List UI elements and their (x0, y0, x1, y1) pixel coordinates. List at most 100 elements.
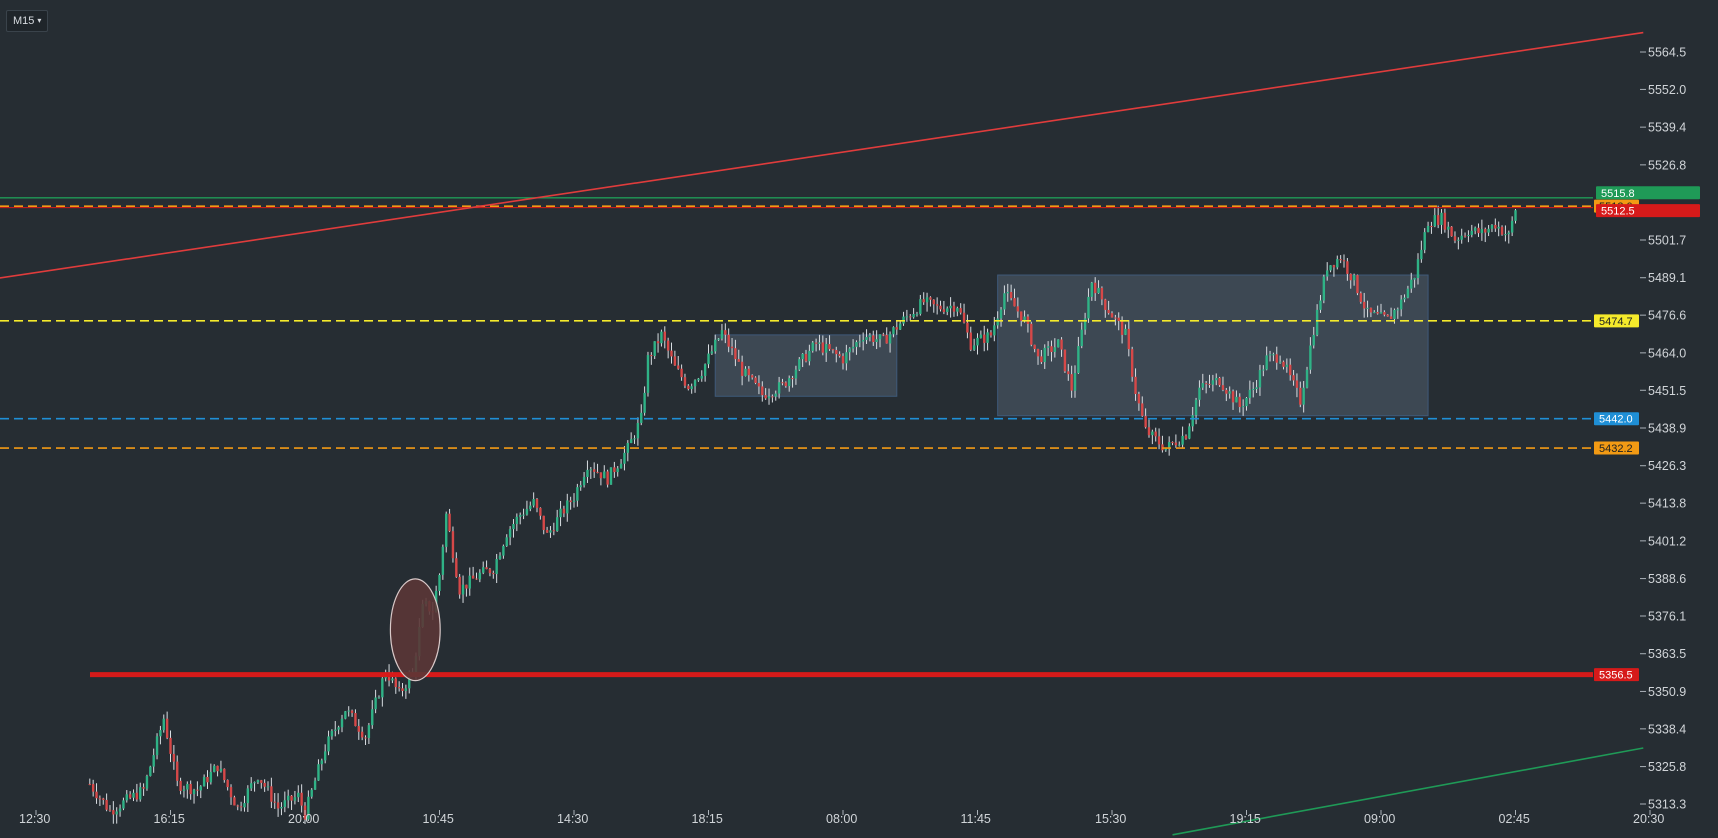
candle (861, 332, 865, 351)
candle (381, 672, 384, 707)
candle (186, 781, 189, 799)
candle (344, 710, 347, 720)
levels-layer (0, 197, 1593, 678)
candle (828, 335, 831, 351)
candle-body (1440, 212, 1443, 225)
candle (566, 493, 569, 522)
candle (959, 303, 962, 315)
candle (478, 569, 482, 583)
candle (1309, 337, 1312, 374)
candle (1215, 373, 1218, 386)
candle-body (1295, 380, 1299, 388)
candle (360, 726, 364, 741)
candle (898, 320, 902, 331)
candle-body (656, 341, 660, 344)
candle (643, 386, 646, 416)
candle-body (905, 316, 909, 318)
candle-body (159, 730, 162, 737)
candle-body (942, 309, 946, 312)
candle-body (1443, 212, 1447, 230)
candle (1144, 408, 1147, 429)
candle (512, 519, 515, 538)
x-tick-label: 11:45 (961, 812, 991, 826)
candle (1036, 348, 1040, 365)
candle-body (794, 369, 798, 379)
candle (1097, 280, 1100, 294)
candle (1463, 232, 1467, 238)
candle (108, 805, 112, 812)
candle (1292, 369, 1295, 386)
candle (1248, 380, 1252, 404)
candle-body (1067, 371, 1070, 375)
candle (330, 729, 334, 740)
candle (1204, 381, 1208, 394)
candle (626, 440, 629, 462)
timeframe-button[interactable]: M15 ▾ (6, 10, 49, 32)
y-tick-label: 5413.8 (1648, 497, 1686, 511)
candle (192, 788, 196, 804)
candle (1346, 257, 1349, 281)
candle-body (1403, 297, 1406, 300)
candle-body (95, 791, 98, 799)
candle (179, 777, 182, 795)
candle-body (1366, 307, 1369, 309)
candle (1080, 322, 1083, 349)
candle (223, 768, 226, 783)
candle (1104, 298, 1107, 318)
candle-body (814, 342, 818, 344)
candle (1151, 429, 1154, 445)
candle-body (125, 794, 128, 801)
candle-body (381, 678, 384, 698)
candle (256, 779, 260, 785)
candle (1299, 381, 1302, 408)
y-tick-label: 5313.3 (1648, 798, 1686, 812)
candle (633, 435, 636, 444)
candle (1480, 219, 1484, 241)
candle-body (350, 710, 354, 714)
candle-body (1023, 316, 1026, 321)
candle-body (962, 312, 966, 323)
candle (804, 349, 808, 363)
candle (371, 700, 374, 729)
candle-body (640, 412, 643, 423)
candle (1137, 391, 1141, 411)
candle (529, 501, 532, 512)
candle (767, 388, 771, 405)
candle-body (1326, 270, 1329, 277)
candle (465, 584, 468, 597)
candle-body (142, 787, 145, 789)
candle-body (256, 780, 260, 783)
candle-body (1457, 239, 1460, 241)
y-tick-label: 5376.1 (1648, 610, 1686, 624)
candle-body (868, 335, 872, 338)
candle (788, 375, 791, 392)
candle-body (165, 718, 169, 738)
candle (1201, 373, 1204, 391)
candle-body (1211, 380, 1215, 385)
candle (176, 755, 179, 787)
timeframe-label: M15 (13, 15, 35, 27)
candle-body (1110, 313, 1114, 318)
candle-body (646, 355, 650, 393)
candle-body (354, 713, 357, 727)
y-tick-label: 5526.8 (1648, 158, 1686, 172)
candle (1305, 366, 1309, 389)
x-tick-label: 16:15 (154, 812, 185, 826)
candle-body (236, 805, 239, 807)
candle-body (1410, 279, 1413, 289)
candle-body (118, 808, 122, 812)
candle-body (888, 334, 892, 344)
candle-body (297, 792, 300, 798)
candle-body (959, 308, 962, 313)
candle (404, 684, 408, 699)
candle (1184, 434, 1188, 440)
candle (226, 779, 229, 791)
candle-body (394, 678, 397, 688)
candle-body (892, 327, 895, 335)
candle-body (1309, 345, 1312, 370)
candle-body (391, 678, 394, 681)
candle (1046, 341, 1050, 356)
candle (885, 327, 888, 344)
